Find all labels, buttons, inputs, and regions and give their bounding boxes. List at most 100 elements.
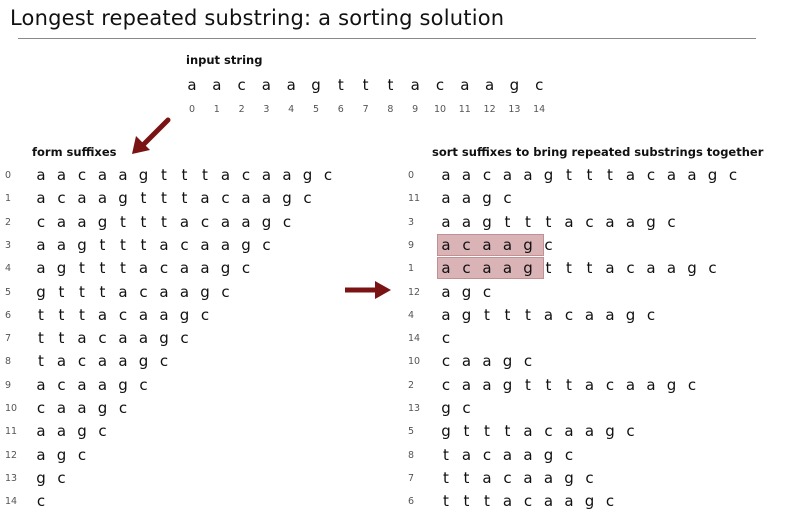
suffix-index: 13 [408, 403, 421, 414]
suffix-char: c [585, 212, 594, 231]
suffix-char: t [38, 352, 44, 371]
suffix-char: t [161, 166, 167, 184]
suffix-char: g [482, 212, 492, 231]
suffix-index: 7 [408, 472, 415, 484]
input-index: 13 [508, 104, 521, 115]
suffix-char: a [56, 212, 67, 231]
suffix-char: a [241, 212, 251, 231]
suffix-char: a [605, 259, 615, 278]
suffix-char: c [441, 375, 451, 394]
suffix-char: a [564, 422, 574, 441]
suffix-char: g [97, 212, 108, 231]
suffix-char: a [241, 189, 251, 208]
suffix-index: 8 [5, 356, 12, 368]
suffix-index: 11 [5, 426, 18, 438]
suffix-char: a [584, 422, 595, 441]
suffix-char: a [56, 399, 67, 417]
suffix-char: a [138, 305, 149, 324]
suffix-char: a [200, 189, 210, 208]
suffix-char: a [220, 212, 231, 231]
suffix-char: a [584, 305, 595, 324]
suffix-char: t [79, 282, 85, 301]
suffix-char: t [566, 259, 572, 278]
suffix-char: c [118, 399, 128, 417]
suffix-index: 4 [408, 309, 415, 321]
suffix-char: t [58, 282, 65, 301]
input-index: 11 [458, 104, 471, 115]
suffix-char: c [139, 282, 148, 301]
input-char: a [460, 76, 470, 94]
suffix-char: g [441, 422, 451, 441]
suffix-index: 5 [5, 286, 12, 298]
suffix-char: c [241, 166, 251, 184]
suffix-row: c [440, 329, 748, 351]
suffix-char: c [303, 189, 312, 208]
suffix-char: c [200, 305, 210, 324]
input-index: 4 [288, 104, 295, 115]
suffix-index: 1 [408, 263, 415, 275]
suffix-char: g [666, 375, 677, 394]
suffix-index: 5 [408, 426, 415, 438]
input-char: a [410, 76, 420, 94]
suffix-index: 14 [408, 333, 421, 345]
suffix-char: c [462, 399, 471, 417]
suffix-char: a [97, 352, 108, 371]
suffix-char: t [99, 259, 106, 278]
input-char: c [535, 76, 544, 94]
suffix-char: a [482, 468, 492, 487]
suffix-char: g [36, 282, 46, 301]
suffix-char: a [523, 468, 533, 487]
suffix-char: t [545, 375, 552, 394]
suffix-char: c [503, 468, 512, 487]
suffix-index: 1 [5, 193, 12, 205]
suffix-char: a [56, 422, 67, 441]
suffix-char: g [687, 259, 697, 278]
suffix-index: 4 [5, 263, 12, 275]
suffix-char: a [482, 375, 492, 394]
suffix-char: t [120, 259, 126, 278]
suffix-char: t [443, 492, 449, 511]
suffix-char: g [77, 422, 87, 441]
suffix-char: a [461, 166, 472, 184]
suffix-char: t [161, 212, 167, 231]
suffix-char: c [262, 235, 271, 254]
suffix-char: a [543, 492, 554, 511]
suffix-char: a [625, 212, 636, 231]
suffix-char: t [484, 305, 490, 324]
suffix-char: t [463, 492, 470, 511]
suffix-char: g [77, 235, 87, 254]
suffix-char: t [545, 259, 552, 278]
suffix-char: g [302, 166, 313, 184]
suffix-char: a [605, 305, 615, 324]
suffix-char: a [441, 305, 451, 324]
suffix-char: g [584, 492, 595, 511]
suffix-char: t [607, 166, 613, 184]
suffix-char: t [566, 166, 572, 184]
suffix-char: c [180, 235, 189, 254]
suffix-char: g [482, 189, 492, 208]
suffix-char: a [159, 305, 169, 324]
suffix-char: c [57, 468, 66, 487]
suffix-char: a [502, 235, 513, 254]
input-index: 5 [312, 104, 320, 115]
suffix-char: g [138, 166, 149, 184]
suffix-char: c [646, 305, 656, 324]
suffix-char: a [523, 445, 533, 464]
suffix-char: g [646, 212, 656, 231]
suffix-char: a [482, 259, 492, 278]
suffix-char: a [666, 166, 677, 184]
input-index: 10 [433, 104, 447, 115]
suffix-char: c [323, 166, 333, 184]
suffix-char: a [138, 329, 149, 348]
suffix-char: t [79, 259, 85, 278]
suffix-char: t [463, 468, 470, 487]
input-char: t [387, 76, 394, 94]
suffix-char: a [482, 235, 492, 254]
suffix-char: g [159, 329, 169, 348]
